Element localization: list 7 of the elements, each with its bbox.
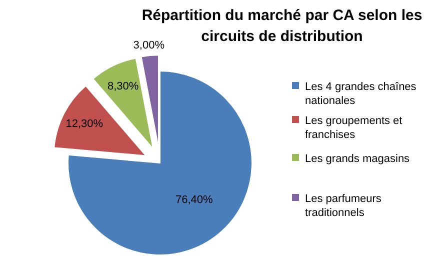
legend-label: Les grands magasins [305,153,410,165]
data-label: 8,30% [107,80,139,92]
legend-label: Les 4 grandes chaînes nationales [305,81,417,107]
data-label: 12,30% [66,118,104,130]
legend-label: Les groupements et franchises [305,115,402,141]
legend-label: Les parfumeurs traditionnels [305,193,382,219]
data-label: 76,40% [176,194,214,206]
